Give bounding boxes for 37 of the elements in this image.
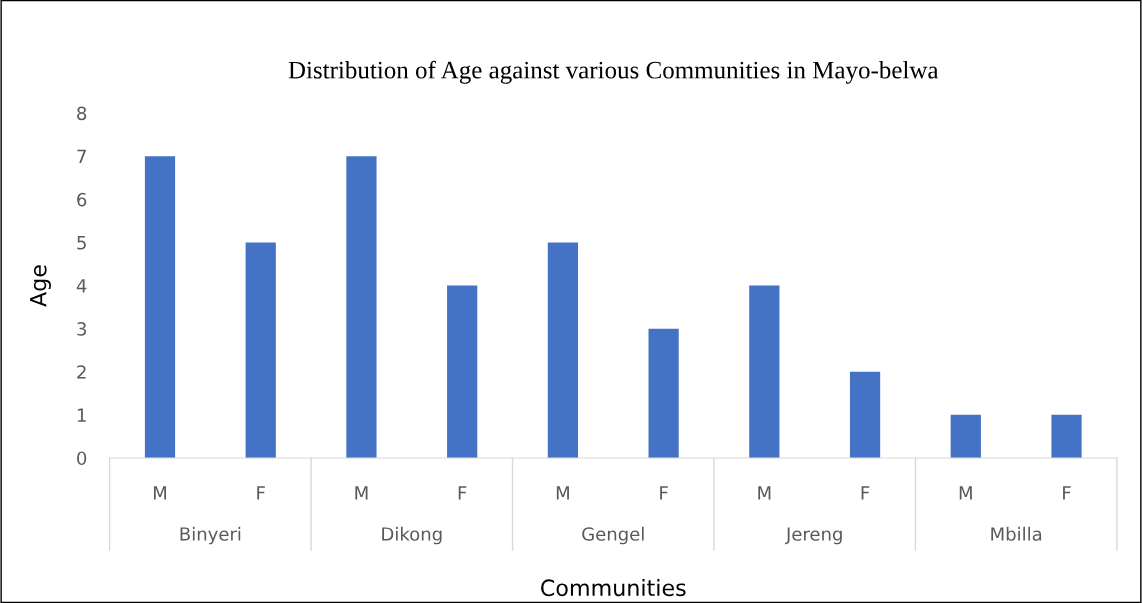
text: Binyeri [180,526,241,545]
y-tick-label: 7 [77,149,86,164]
y-tick-label: 2 [77,365,86,379]
bar [447,285,478,458]
x-axis-title: Communities [541,578,686,597]
y-tick-label: 6 [77,192,87,207]
x-tick-label: M [153,486,167,500]
x-tick-label: F [257,486,265,500]
text: Gengel [582,526,644,545]
x-tick-label: M [355,486,368,500]
y-tick-label: 8 [77,106,87,121]
bar [648,328,679,458]
x-tick-label: F [861,486,870,500]
bar [950,414,981,458]
y-tick-label: 3 [77,322,86,336]
bar [144,156,176,458]
x-tick-label: F [1063,486,1071,500]
bar [245,242,276,458]
y-tick-label: 5 [77,236,86,250]
x-tick-label: F [458,486,467,500]
bar [749,285,780,458]
y-tick-label: 4 [76,279,87,293]
chart-title: Distribution of Age against various Communities in Mayo-belwa [288,60,939,84]
y-tick-label: 1 [77,408,86,422]
bar [547,242,578,458]
bar [346,156,377,458]
y-tick-label: 0 [77,451,87,466]
x-tick-label: M [556,486,569,500]
y-axis-title: Age [30,265,51,307]
text: Jereng [785,527,842,545]
bar [849,371,881,458]
text: Dikong [382,526,442,545]
x-tick-label: M [758,486,771,500]
x-tick-label: M [959,486,972,500]
bar [1051,414,1082,458]
x-tick-label: F [660,486,668,500]
text: Mbilla [991,526,1042,541]
